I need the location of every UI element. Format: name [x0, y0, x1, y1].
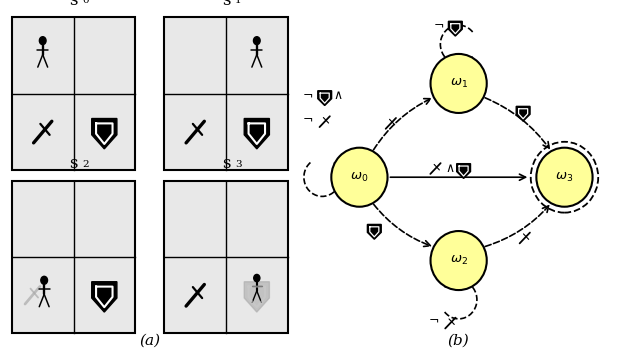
- FancyArrowPatch shape: [391, 174, 525, 180]
- Text: 2: 2: [82, 160, 89, 169]
- Polygon shape: [516, 106, 530, 121]
- FancyArrowPatch shape: [374, 204, 431, 246]
- Text: $\omega_2$: $\omega_2$: [450, 254, 467, 267]
- Polygon shape: [457, 164, 470, 178]
- Polygon shape: [92, 282, 117, 312]
- Text: 3: 3: [235, 160, 241, 169]
- Text: ∧: ∧: [333, 89, 343, 102]
- Bar: [165, 181, 288, 334]
- Circle shape: [331, 148, 388, 207]
- Bar: [12, 18, 135, 170]
- Text: 1: 1: [235, 0, 241, 5]
- Text: s: s: [222, 0, 230, 9]
- Circle shape: [39, 37, 46, 45]
- Circle shape: [431, 54, 487, 113]
- Text: $\omega_0$: $\omega_0$: [350, 171, 369, 184]
- Text: s: s: [69, 0, 78, 9]
- Polygon shape: [368, 224, 381, 239]
- Polygon shape: [244, 282, 270, 312]
- Text: $\omega_1$: $\omega_1$: [450, 77, 467, 90]
- Text: ¬: ¬: [433, 20, 444, 33]
- Polygon shape: [449, 21, 462, 36]
- FancyArrowPatch shape: [374, 99, 431, 150]
- Polygon shape: [92, 118, 117, 149]
- Circle shape: [253, 37, 260, 45]
- Polygon shape: [318, 91, 331, 106]
- Text: ¬: ¬: [303, 89, 313, 102]
- Circle shape: [41, 276, 47, 284]
- Text: s: s: [222, 155, 230, 172]
- Polygon shape: [244, 118, 270, 149]
- Circle shape: [537, 148, 593, 207]
- Circle shape: [254, 275, 260, 282]
- Text: ¬: ¬: [303, 113, 313, 126]
- Text: ∧: ∧: [446, 162, 455, 175]
- Text: (a): (a): [139, 333, 160, 347]
- FancyArrowPatch shape: [485, 206, 548, 246]
- FancyArrowPatch shape: [485, 98, 549, 148]
- Text: s: s: [69, 155, 78, 172]
- Text: $\omega_3$: $\omega_3$: [555, 171, 573, 184]
- Text: (b): (b): [448, 333, 469, 347]
- Circle shape: [431, 231, 487, 290]
- Text: 0: 0: [82, 0, 89, 5]
- Bar: [12, 181, 135, 334]
- Bar: [165, 18, 288, 170]
- Text: ¬: ¬: [428, 315, 439, 328]
